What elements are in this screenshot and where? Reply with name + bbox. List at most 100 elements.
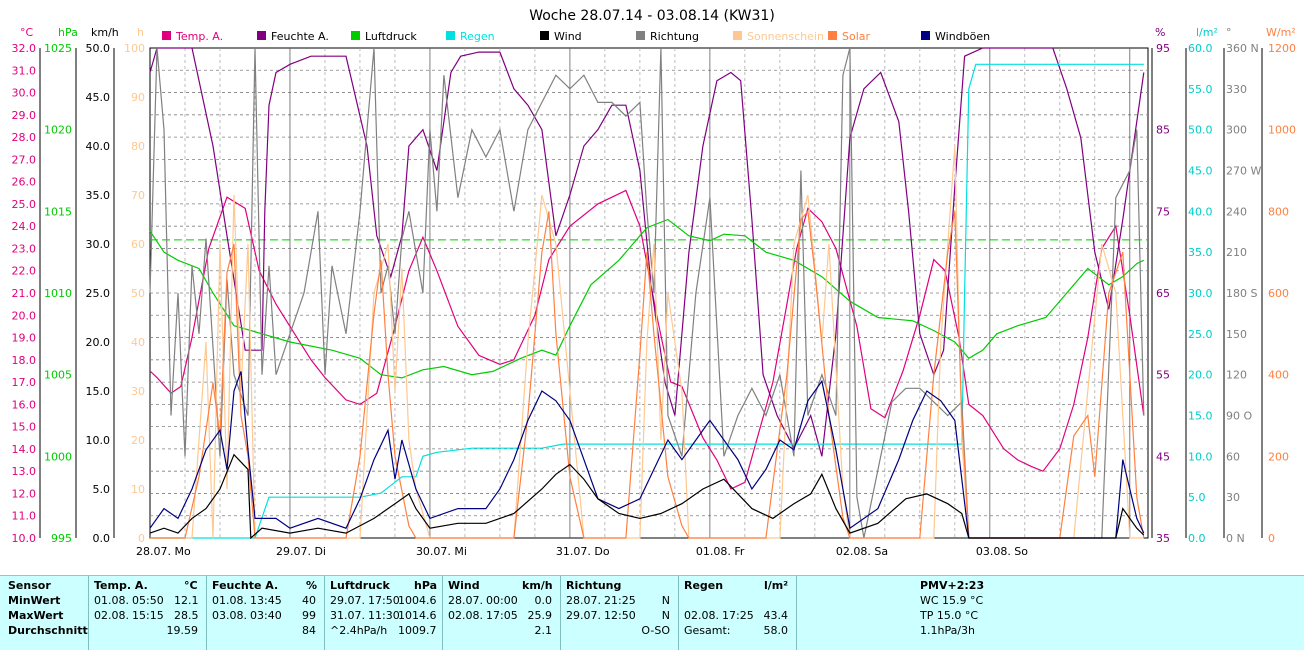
x-tick-label: 28.07. Mo — [136, 545, 191, 558]
legend-swatch — [733, 31, 742, 40]
y-tick-label: 29.0 — [12, 109, 37, 122]
legend-label: Solar — [842, 30, 871, 43]
regen-total: 58.0 — [763, 624, 789, 637]
y-tick-label: 30 — [1226, 491, 1240, 504]
chart-legend: Temp. A. Feuchte A. Luftdruck Regen Wind Rich… — [162, 30, 990, 43]
y-tick-label: 1010 — [44, 287, 72, 300]
y-tick-label: 60.0 — [1188, 42, 1213, 55]
y-tick-label: 30 — [131, 385, 145, 398]
series-line-luftdruck — [149, 218, 1145, 379]
feuchte-max-val: 99 — [302, 609, 316, 622]
y-tick-label: 80 — [131, 140, 145, 153]
y-tick-label: 1025 — [44, 42, 72, 55]
y-tick-label: 70 — [131, 189, 145, 202]
y-tick-label: 30.0 — [1188, 287, 1213, 300]
y-tick-label: 10.0 — [1188, 450, 1213, 463]
y-tick-label: 210 — [1226, 246, 1247, 259]
y-tick-label: 26.0 — [12, 176, 37, 189]
regen-title: Regen — [684, 579, 724, 592]
series-line-wind — [149, 453, 1145, 540]
wind-max-date: 02.08. — [448, 609, 483, 622]
x-tick-label: 03.08. So — [976, 545, 1028, 558]
axis-unit-label: l/m² — [1196, 26, 1218, 39]
y-tick-label: 45 — [1156, 450, 1170, 463]
y-tick-label: 0 — [1268, 532, 1275, 545]
series-line-windboeen — [149, 371, 1145, 539]
feuchte-min-time: 13:45 — [250, 594, 282, 607]
y-tick-label: 14.0 — [12, 443, 37, 456]
feuchte-avg: 84 — [302, 624, 316, 637]
y-tick-label: 600 — [1268, 287, 1289, 300]
y-tick-label: 21.0 — [12, 287, 37, 300]
feuchte-min-val: 40 — [302, 594, 316, 607]
wind-unit: km/h — [522, 579, 553, 592]
luftdruck-unit: hPa — [414, 579, 438, 592]
x-tick-label: 29.07. Di — [276, 545, 326, 558]
feuchte-unit: % — [306, 579, 318, 592]
axis-unit-label: h — [137, 26, 144, 39]
y-tick-label: 15.0 — [12, 421, 37, 434]
y-tick-label: 27.0 — [12, 153, 37, 166]
y-tick-label: 25.0 — [1188, 328, 1213, 341]
axis-unit-label: % — [1155, 26, 1165, 39]
y-tick-label: 1200 — [1268, 42, 1296, 55]
regen-max-time: 17:25 — [722, 609, 754, 622]
legend-swatch — [540, 31, 549, 40]
series-line-feuchte — [149, 47, 1145, 457]
regen-unit: l/m² — [764, 579, 789, 592]
chart-series — [149, 47, 1148, 540]
y-tick-label: 360 N — [1226, 42, 1259, 55]
luftdruck-min-date: 29.07. — [330, 594, 365, 607]
wind-avg: 2.1 — [534, 624, 553, 637]
series-line-regen — [150, 63, 1144, 539]
y-tick-label: 50 — [131, 287, 145, 300]
feuchte-max-time: 03:40 — [250, 609, 282, 622]
chart-title: Woche 28.07.14 - 03.08.14 (KW31) — [529, 8, 775, 24]
richtung-title: Richtung — [566, 579, 622, 592]
y-tick-label: 25.0 — [12, 198, 37, 211]
wind-title: Wind — [448, 579, 480, 592]
luftdruck-max-time: 11:30 — [368, 609, 400, 622]
y-tick-label: 60 — [1226, 450, 1240, 463]
y-tick-label: 90 — [131, 91, 145, 104]
y-tick-label: 200 — [1268, 450, 1289, 463]
row-label-max: MaxWert — [8, 609, 64, 622]
y-tick-label: 120 — [1226, 369, 1247, 382]
axis-unit-label: °C — [20, 26, 34, 39]
axis-unit-label: km/h — [91, 26, 119, 39]
temp-title: Temp. A. — [94, 579, 148, 592]
y-tick-label: 16.0 — [12, 398, 37, 411]
y-tick-label: 20.0 — [1188, 369, 1213, 382]
weather-chart: 28.07. Mo 29.07. Di 30.07. Mi 31.07. Do 01.0… — [12, 8, 1297, 558]
y-tick-label: 35.0 — [86, 189, 111, 202]
y-tick-label: 0.0 — [1188, 532, 1206, 545]
richtung-min-val: N — [661, 594, 670, 607]
legend-swatch — [446, 31, 455, 40]
y-tick-label: 30.0 — [86, 238, 111, 251]
legend-swatch — [162, 31, 171, 40]
y-tick-label: 18.0 — [12, 354, 37, 367]
y-tick-label: 40 — [131, 336, 145, 349]
x-tick-label: 30.07. Mi — [416, 545, 467, 558]
pmv-trend: 1.1hPa/3h — [920, 624, 976, 637]
legend-label: Luftdruck — [365, 30, 417, 43]
row-label-sensor: Sensor — [8, 579, 51, 592]
series-line-sonnenschein — [150, 145, 1144, 539]
y-tick-label: 5.0 — [93, 483, 111, 496]
x-tick-label: 01.08. Fr — [696, 545, 745, 558]
y-tick-label: 0.0 — [93, 532, 111, 545]
feuchte-min-date: 01.08. — [212, 594, 247, 607]
y-tick-label: 17.0 — [12, 376, 37, 389]
y-tick-label: 75 — [1156, 205, 1170, 218]
regen-max-date: 02.08. — [684, 609, 719, 622]
y-tick-label: 28.0 — [12, 131, 37, 144]
y-tick-label: 20.0 — [12, 309, 37, 322]
y-tick-label: 300 — [1226, 124, 1247, 137]
y-tick-label: 0 — [138, 532, 145, 545]
wind-max-time: 17:05 — [486, 609, 518, 622]
luftdruck-max-val: 1014.6 — [398, 609, 437, 622]
legend-swatch — [921, 31, 930, 40]
y-tick-label: 1020 — [44, 124, 72, 137]
y-tick-label: 0 N — [1226, 532, 1245, 545]
temp-unit: °C — [184, 579, 198, 592]
